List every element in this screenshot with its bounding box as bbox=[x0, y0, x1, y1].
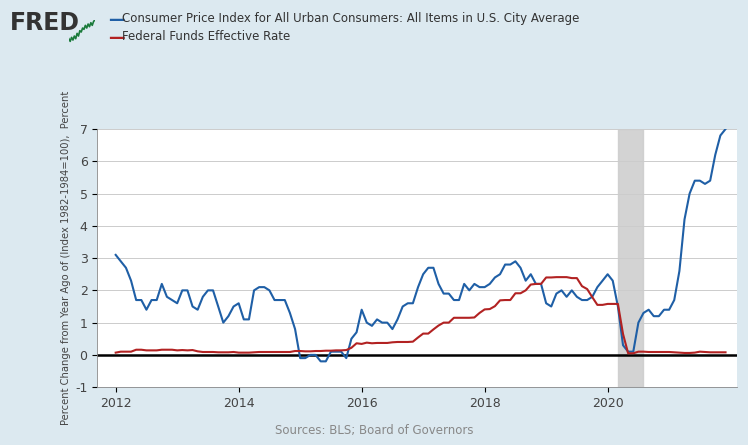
Text: FRED: FRED bbox=[10, 11, 80, 35]
Text: Sources: BLS; Board of Governors: Sources: BLS; Board of Governors bbox=[275, 424, 473, 437]
Text: Consumer Price Index for All Urban Consumers: All Items in U.S. City Average: Consumer Price Index for All Urban Consu… bbox=[122, 12, 579, 25]
Text: —: — bbox=[108, 29, 125, 47]
Text: Federal Funds Effective Rate: Federal Funds Effective Rate bbox=[122, 30, 290, 43]
Text: —: — bbox=[108, 11, 125, 29]
Bar bbox=[618, 129, 643, 387]
Y-axis label: Percent Change from Year Ago of (Index 1982-1984=100),  Percent: Percent Change from Year Ago of (Index 1… bbox=[61, 91, 71, 425]
